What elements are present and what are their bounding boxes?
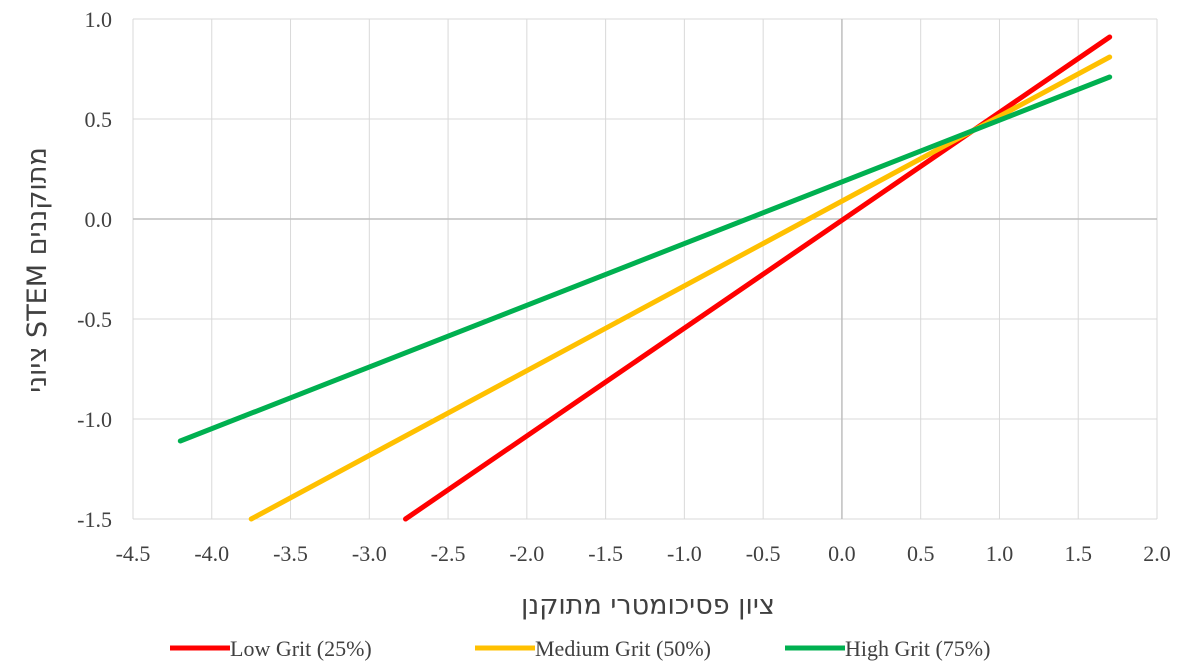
y-tick-label: 0.5 [85,107,113,132]
x-tick-label: -2.5 [431,541,466,566]
y-tick-label: -0.5 [77,307,112,332]
y-axis-title: ציוני STEM מתוקננים [22,147,53,393]
x-tick-labels: -4.5 -4.0 -3.5 -3.0 -2.5 -2.0 -1.5 -1.0 -0.5 0.0 0… [116,541,1171,566]
legend-label-1: Medium Grit (50%) [535,636,711,661]
series-lines [177,34,1113,522]
x-tick-label: 1.5 [1064,541,1092,566]
series-line-2 [177,74,1113,444]
x-tick-label: -3.5 [273,541,308,566]
x-tick-label: -3.0 [352,541,387,566]
grid [132,18,1158,520]
y-tick-label: -1.0 [77,407,112,432]
x-axis-title: ציון פסיכומטרי מתוקנן [521,590,775,621]
legend-label-0: Low Grit (25%) [230,636,372,661]
x-tick-label: 2.0 [1143,541,1171,566]
x-tick-label: 0.5 [907,541,935,566]
x-tick-label: -2.0 [509,541,544,566]
x-tick-label: -0.5 [746,541,781,566]
x-tick-label: -4.0 [194,541,229,566]
y-tick-label: 0.0 [85,207,113,232]
x-tick-label: 1.0 [986,541,1014,566]
series-line-0 [403,34,1113,522]
zero-axis-lines [133,19,1157,519]
x-tick-label: 0.0 [828,541,856,566]
x-tick-label: -4.5 [116,541,151,566]
x-tick-label: -1.0 [667,541,702,566]
legend-label-2: High Grit (75%) [845,636,990,661]
y-tick-labels: 1.0 0.5 0.0 -0.5 -1.0 -1.5 [77,7,112,532]
y-tick-label: 1.0 [85,7,113,32]
x-tick-label: -1.5 [588,541,623,566]
legend: Low Grit (25%) Medium Grit (50%) High Grit… [170,636,990,661]
y-tick-label: -1.5 [77,507,112,532]
